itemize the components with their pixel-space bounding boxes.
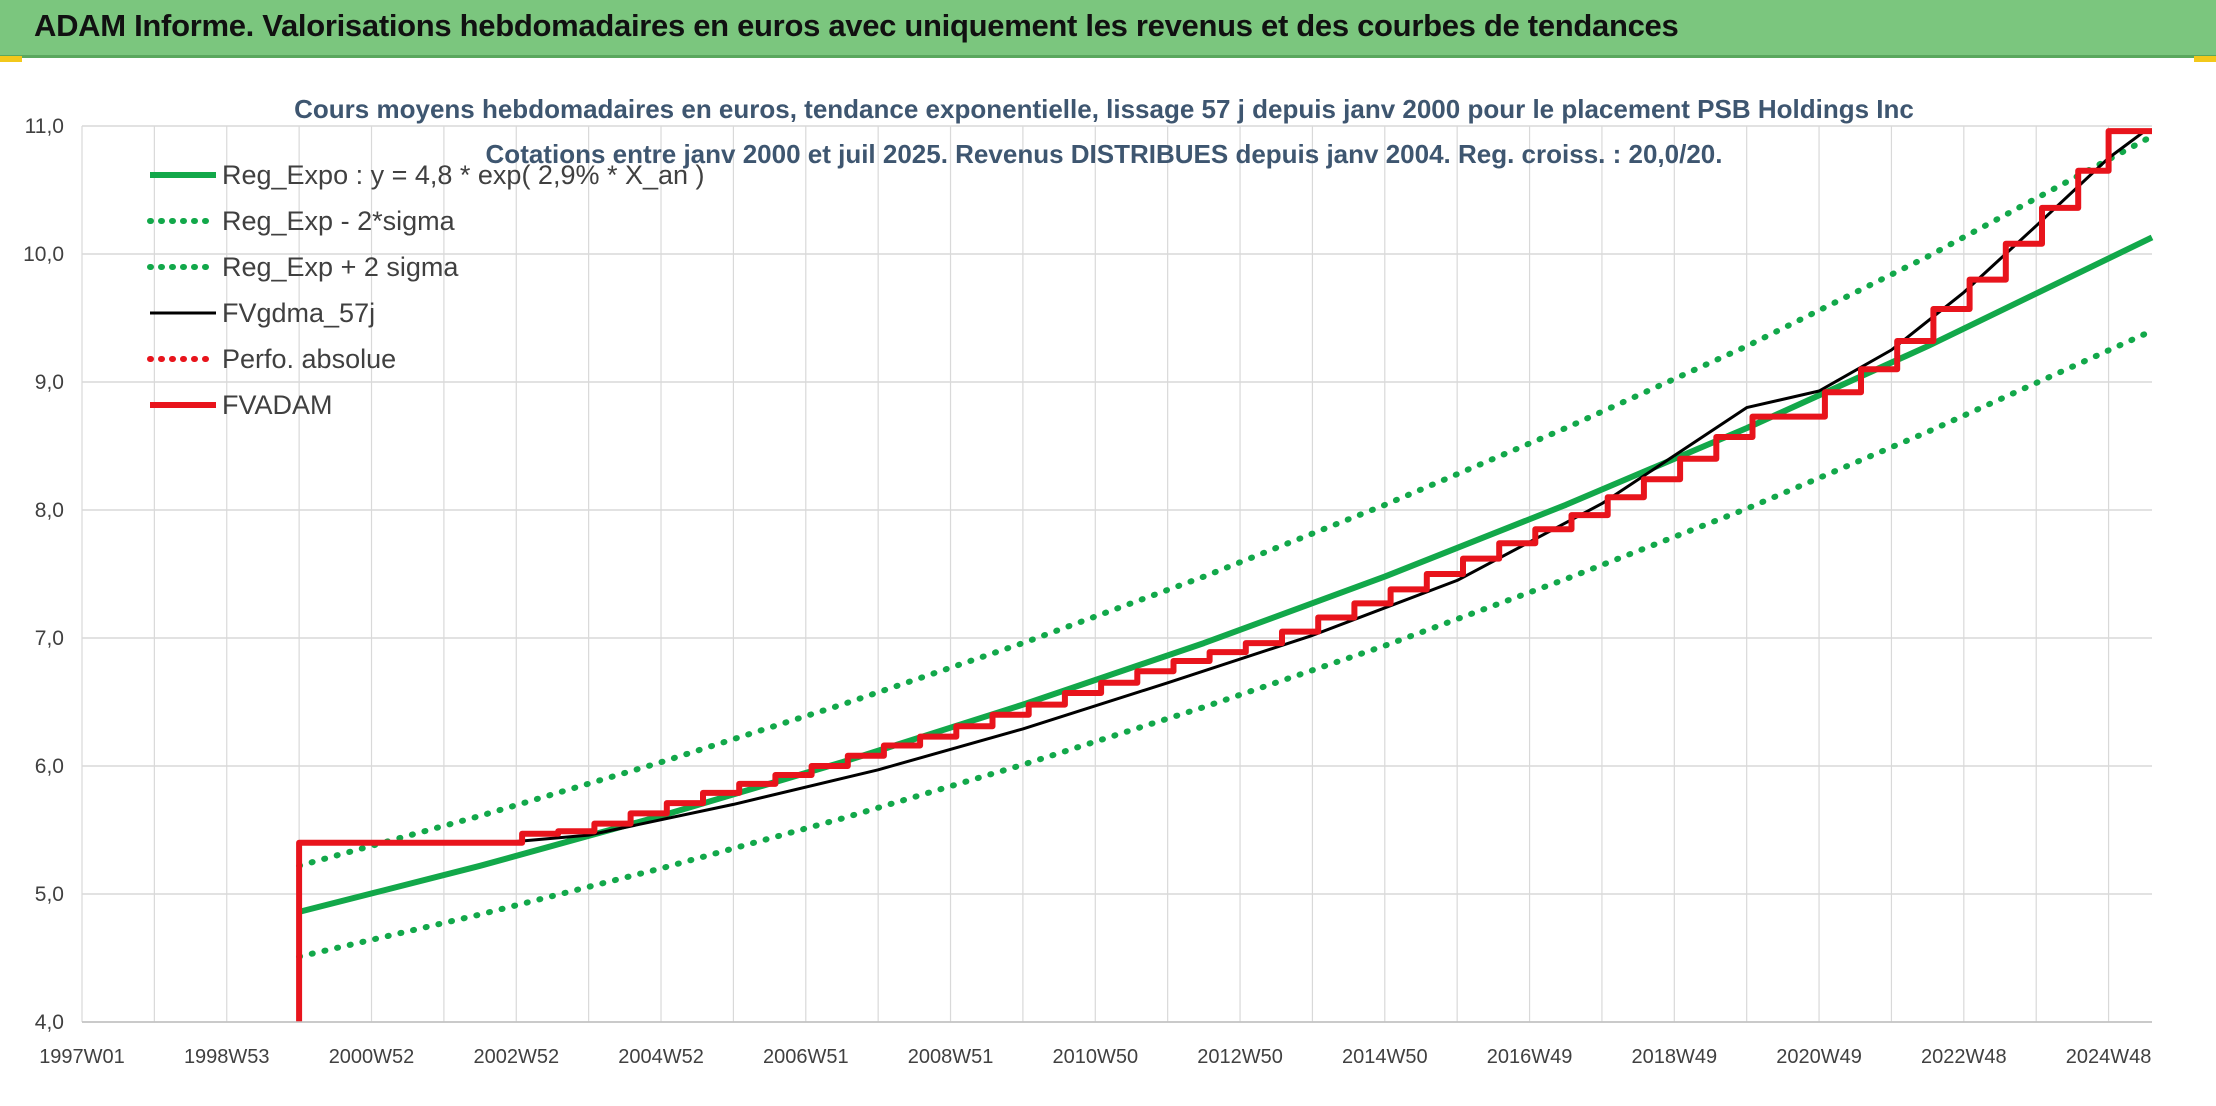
y-tick-label: 9,0 bbox=[35, 371, 64, 394]
x-tick-label: 2024W48 bbox=[2066, 1046, 2152, 1068]
x-tick-label: 2020W49 bbox=[1776, 1046, 1862, 1068]
page-title: ADAM Informe. Valorisations hebdomadaire… bbox=[34, 8, 1679, 43]
y-tick-label: 4,0 bbox=[35, 1011, 64, 1034]
x-tick-label: 2006W51 bbox=[763, 1046, 849, 1068]
chart-container: 4,0 5,0 6,0 7,0 8,0 9,0 10,0 11,0 1997W01 1998W53… bbox=[0, 62, 2216, 1106]
x-tick-label: 2018W49 bbox=[1631, 1046, 1717, 1068]
x-tick-label: 2000W52 bbox=[329, 1046, 415, 1068]
legend-label-1: Reg_Exp - 2*sigma bbox=[222, 206, 456, 236]
x-tick-label: 1997W01 bbox=[39, 1046, 125, 1068]
corner-marker-left bbox=[0, 56, 22, 62]
x-tick-label: 2008W51 bbox=[908, 1046, 994, 1068]
series-line-5 bbox=[296, 128, 2152, 1022]
y-tick-label: 7,0 bbox=[35, 627, 64, 650]
y-tick-label: 8,0 bbox=[35, 499, 64, 522]
chart-title-line-1: Cours moyens hebdomadaires en euros, ten… bbox=[294, 94, 1914, 124]
y-tick-label: 10,0 bbox=[23, 243, 64, 266]
legend-label-4: Perfo. absolue bbox=[222, 344, 396, 374]
legend: Reg_Expo : y = 4,8 * exp( 2,9% * X_an ) R… bbox=[147, 160, 705, 420]
chart-svg: 4,0 5,0 6,0 7,0 8,0 9,0 10,0 11,0 1997W01 1998W53… bbox=[23, 94, 2155, 1068]
legend-label-3: FVgdma_57j bbox=[222, 298, 375, 328]
header-banner: ADAM Informe. Valorisations hebdomadaire… bbox=[0, 0, 2216, 58]
legend-label-0: Reg_Expo : y = 4,8 * exp( 2,9% * X_an ) bbox=[222, 160, 705, 190]
y-tick-label: 6,0 bbox=[35, 755, 64, 778]
x-tick-label: 2004W52 bbox=[618, 1046, 704, 1068]
series-layer bbox=[296, 128, 2155, 1022]
x-tick-label: 2022W48 bbox=[1921, 1046, 2007, 1068]
series-line-3 bbox=[516, 129, 2146, 843]
x-tick-label: 2002W52 bbox=[473, 1046, 559, 1068]
corner-marker-right bbox=[2194, 56, 2216, 62]
x-tick-label: 2012W50 bbox=[1197, 1046, 1283, 1068]
series-line-2 bbox=[296, 133, 2155, 869]
series-line-1 bbox=[296, 327, 2155, 960]
chart-title-line-2: Cotations entre janv 2000 et juil 2025. … bbox=[486, 139, 1723, 169]
legend-label-2: Reg_Exp + 2 sigma bbox=[222, 252, 459, 282]
series-line-0 bbox=[298, 234, 2154, 915]
axes: 4,0 5,0 6,0 7,0 8,0 9,0 10,0 11,0 1997W01 1998W53… bbox=[23, 115, 2152, 1068]
x-tick-label: 1998W53 bbox=[184, 1046, 270, 1068]
legend-label-5: FVADAM bbox=[222, 390, 333, 420]
y-tick-label: 5,0 bbox=[35, 883, 64, 906]
x-tick-label: 2014W50 bbox=[1342, 1046, 1428, 1068]
x-tick-label: 2016W49 bbox=[1487, 1046, 1573, 1068]
y-tick-label: 11,0 bbox=[25, 115, 64, 138]
x-tick-label: 2010W50 bbox=[1052, 1046, 1138, 1068]
